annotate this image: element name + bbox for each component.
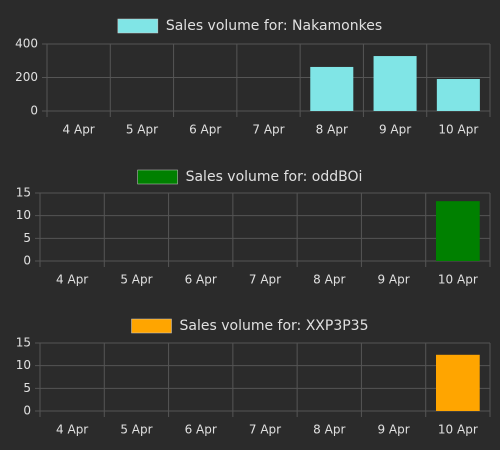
x-tick-label: 9 Apr [379,123,411,137]
y-tick-label: 200 [15,70,38,84]
legend-label: Sales volume for: oddBOi [186,169,363,185]
x-tick-label: 5 Apr [120,423,152,437]
y-tick-label: 0 [30,104,38,118]
x-tick-label: 7 Apr [249,273,281,287]
x-tick-label: 10 Apr [438,273,478,287]
bar [310,66,354,111]
x-tick-label: 4 Apr [63,123,95,137]
bar [436,201,480,261]
y-tick-label: 0 [23,254,31,268]
x-tick-label: 4 Apr [56,273,88,287]
legend-label: Sales volume for: Nakamonkes [166,18,382,34]
y-tick-label: 15 [16,336,31,350]
legend-swatch [131,318,172,334]
bar [436,354,480,411]
y-tick-label: 5 [23,381,31,395]
x-tick-label: 10 Apr [438,123,478,137]
x-tick-label: 5 Apr [126,123,158,137]
x-tick-label: 6 Apr [185,273,217,287]
legend-swatch [117,18,159,34]
y-tick-label: 5 [23,231,31,245]
x-tick-label: 6 Apr [189,123,221,137]
x-tick-label: 9 Apr [377,423,409,437]
x-tick-label: 5 Apr [120,273,152,287]
x-tick-label: 9 Apr [377,273,409,287]
y-tick-label: 10 [16,208,31,222]
x-tick-label: 7 Apr [249,423,281,437]
y-tick-label: 400 [15,37,38,51]
x-tick-label: 8 Apr [313,423,345,437]
x-tick-label: 8 Apr [316,123,348,137]
y-tick-label: 0 [23,404,31,418]
x-tick-label: 4 Apr [56,423,88,437]
x-tick-label: 10 Apr [438,423,478,437]
y-tick-label: 15 [16,186,31,200]
x-tick-label: 6 Apr [185,423,217,437]
legend-label: Sales volume for: XXP3P35 [180,318,369,334]
bar [373,56,417,111]
x-tick-label: 8 Apr [313,273,345,287]
bar [436,79,480,111]
y-tick-label: 10 [16,358,31,372]
x-tick-label: 7 Apr [252,123,284,137]
legend-swatch [137,169,178,185]
